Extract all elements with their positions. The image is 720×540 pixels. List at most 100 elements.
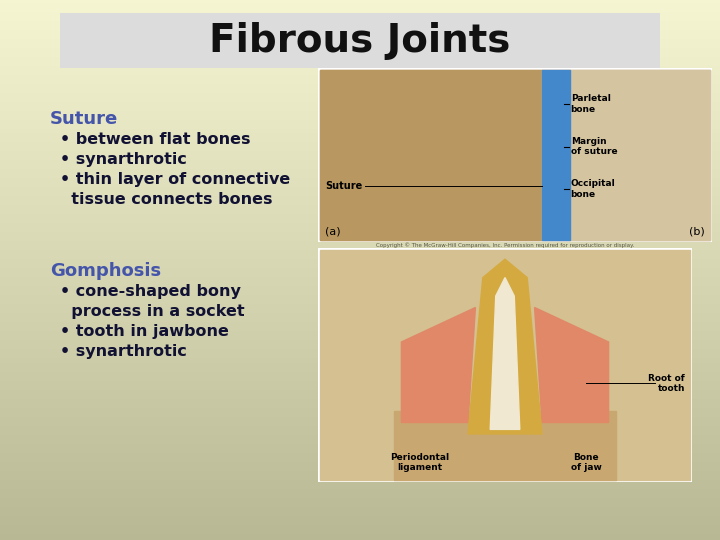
Bar	[0, 278, 720, 284]
Bar	[0, 161, 720, 166]
Bar	[0, 211, 720, 216]
Bar	[0, 242, 720, 247]
Bar	[0, 188, 720, 193]
Bar	[0, 346, 720, 351]
Bar	[320, 70, 542, 240]
Bar	[0, 201, 720, 207]
Text: Suture: Suture	[50, 110, 118, 128]
Bar	[60, 13, 660, 68]
Bar	[0, 471, 720, 477]
Bar	[0, 498, 720, 504]
Polygon shape	[402, 307, 475, 422]
Text: Copyright © The McGraw-Hill Companies, Inc. Permission required for reproduction: Copyright © The McGraw-Hill Companies, I…	[376, 242, 634, 248]
Bar	[0, 260, 720, 266]
Bar	[0, 489, 720, 495]
Bar	[0, 417, 720, 423]
Bar	[0, 125, 720, 131]
Bar	[0, 368, 720, 374]
Text: process in a socket: process in a socket	[60, 304, 245, 319]
Bar	[0, 336, 720, 342]
Bar	[0, 323, 720, 328]
Bar	[0, 454, 720, 459]
Bar	[0, 179, 720, 185]
Bar	[0, 66, 720, 72]
Bar	[0, 535, 720, 540]
Bar	[318, 248, 692, 482]
Bar	[0, 462, 720, 468]
Text: Root of
tooth: Root of tooth	[648, 374, 685, 393]
Bar	[0, 363, 720, 369]
Bar	[0, 400, 720, 405]
Text: • synarthrotic: • synarthrotic	[60, 344, 187, 359]
Bar	[0, 246, 720, 252]
Text: • synarthrotic: • synarthrotic	[60, 152, 187, 167]
Bar	[0, 458, 720, 463]
Bar	[0, 431, 720, 436]
Bar	[0, 152, 720, 158]
Bar	[0, 481, 720, 486]
Bar	[0, 0, 720, 4]
Bar	[0, 319, 720, 324]
Bar	[0, 503, 720, 509]
Bar	[394, 411, 616, 480]
Bar	[0, 251, 720, 256]
Bar	[0, 476, 720, 482]
Bar	[0, 341, 720, 347]
Bar	[0, 228, 720, 234]
Bar	[0, 350, 720, 355]
Bar	[0, 165, 720, 171]
Bar	[0, 449, 720, 455]
Text: Occipital
bone: Occipital bone	[571, 179, 616, 199]
Text: • tooth in jawbone: • tooth in jawbone	[60, 324, 229, 339]
Bar	[0, 314, 720, 320]
Bar	[0, 30, 720, 36]
Bar	[0, 359, 720, 364]
Bar	[0, 508, 720, 513]
Bar	[0, 219, 720, 225]
Bar	[0, 233, 720, 239]
Bar	[0, 485, 720, 490]
Text: (b): (b)	[689, 226, 705, 236]
Bar	[0, 44, 720, 50]
Bar	[0, 408, 720, 414]
Bar	[0, 22, 720, 27]
Bar	[0, 255, 720, 261]
Bar	[0, 444, 720, 450]
Bar	[0, 395, 720, 401]
Bar	[0, 134, 720, 139]
Bar	[0, 120, 720, 126]
Bar	[0, 377, 720, 382]
Polygon shape	[490, 278, 520, 429]
Bar	[0, 130, 720, 135]
Bar	[0, 269, 720, 274]
Bar	[0, 57, 720, 63]
Bar	[0, 17, 720, 23]
Bar	[318, 68, 712, 242]
Bar	[0, 157, 720, 162]
Bar	[0, 435, 720, 441]
Bar	[0, 273, 720, 279]
Bar	[0, 265, 720, 270]
Bar	[0, 525, 720, 531]
Bar	[0, 512, 720, 517]
Bar	[0, 147, 720, 153]
Text: • between flat bones: • between flat bones	[60, 132, 251, 147]
Bar	[0, 93, 720, 99]
Bar	[542, 70, 710, 240]
Bar	[0, 197, 720, 202]
Polygon shape	[468, 259, 542, 434]
Bar	[0, 381, 720, 387]
Bar	[0, 3, 720, 9]
Bar	[0, 373, 720, 378]
Bar	[320, 70, 710, 240]
Bar	[0, 354, 720, 360]
Text: (a): (a)	[325, 226, 341, 236]
Bar	[0, 107, 720, 112]
Bar	[0, 89, 720, 94]
Bar	[0, 422, 720, 428]
Bar	[0, 26, 720, 31]
Bar	[0, 327, 720, 333]
Bar	[0, 215, 720, 220]
Bar	[0, 296, 720, 301]
Bar	[0, 292, 720, 297]
